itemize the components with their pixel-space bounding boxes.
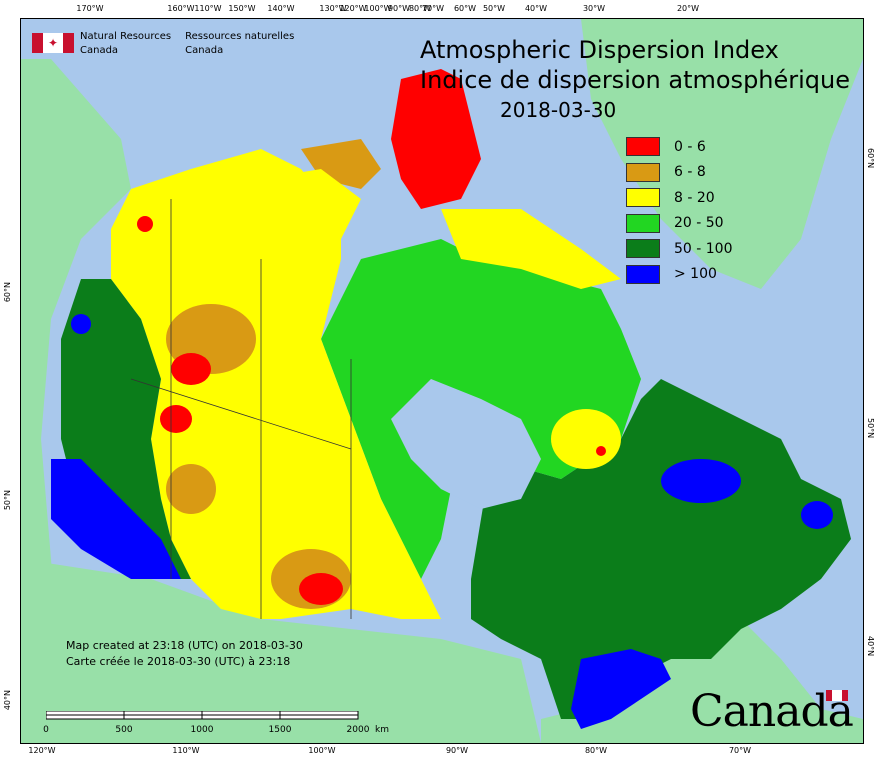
usa-land bbox=[21, 559, 541, 743]
zone-50-100-east bbox=[471, 379, 851, 719]
credit-french: Carte créée le 2018-03-30 (UTC) à 23:18 bbox=[66, 655, 291, 668]
scale-bar: 0 500 1000 1500 2000 km bbox=[43, 706, 446, 739]
scale-label: 0 bbox=[43, 725, 49, 735]
legend-label: 50 - 100 bbox=[674, 240, 733, 257]
scale-bar-labels: 0 500 1000 1500 2000 km bbox=[43, 725, 446, 739]
zone-0-6-quebec bbox=[596, 446, 606, 456]
legend-swatch bbox=[626, 162, 660, 182]
zone-8-20-quebec bbox=[551, 409, 621, 469]
zone-8-20-arctic bbox=[251, 169, 361, 239]
lon-tick: 90°W bbox=[445, 746, 469, 755]
zone-0-6-ellesmere bbox=[391, 69, 481, 209]
lon-tick: 20°W bbox=[676, 4, 700, 13]
legend-swatch bbox=[626, 137, 660, 157]
nrcan-signature: ✦ Natural Resources Canada Ressources na… bbox=[32, 30, 294, 58]
map-date: 2018-03-30 bbox=[500, 98, 617, 122]
lat-tick: 40°N bbox=[866, 636, 875, 657]
legend-label: 6 - 8 bbox=[674, 164, 706, 181]
legend-item: 50 - 100 bbox=[626, 236, 733, 262]
zone-6-8-bc bbox=[166, 464, 216, 514]
map-frame bbox=[20, 18, 864, 744]
zone-8-20-baffin bbox=[441, 209, 621, 289]
map-credits: Map created at 23:18 (UTC) on 2018-03-30… bbox=[66, 638, 303, 670]
scale-label: 2000 bbox=[346, 725, 370, 735]
lat-tick: 60°N bbox=[3, 282, 12, 303]
legend-item: > 100 bbox=[626, 262, 733, 288]
lon-tick: 120°W bbox=[339, 4, 367, 13]
agency-name-en: Natural Resources Canada bbox=[80, 31, 172, 56]
scale-label: 1500 bbox=[268, 725, 292, 735]
legend-label: 20 - 50 bbox=[674, 215, 724, 232]
lon-tick: 80°W bbox=[408, 4, 432, 13]
legend-swatch bbox=[626, 239, 660, 259]
scale-bar-graphic bbox=[45, 710, 359, 720]
lon-tick: 70°W bbox=[728, 746, 752, 755]
lat-tick: 60°N bbox=[866, 148, 875, 169]
agency-name-fr: Ressources naturelles Canada bbox=[185, 31, 295, 56]
legend-label: 0 - 6 bbox=[674, 138, 706, 155]
map-title-english: Atmospheric Dispersion Index bbox=[420, 36, 779, 64]
scale-unit: km bbox=[375, 725, 389, 735]
canada-flag-icon: ✦ bbox=[32, 33, 74, 53]
lon-tick: 120°W bbox=[28, 746, 56, 755]
zone-over-100-alaska-panhandle bbox=[71, 314, 91, 334]
legend: 0 - 6 6 - 8 8 - 20 20 - 50 50 - 100 > 10… bbox=[626, 134, 733, 287]
lon-tick: 50°W bbox=[482, 4, 506, 13]
legend-swatch bbox=[626, 188, 660, 208]
wordmark-flag-icon bbox=[826, 690, 848, 701]
lon-tick: 170°W bbox=[76, 4, 104, 13]
lon-tick: 130°W bbox=[319, 4, 347, 13]
alaska-land bbox=[21, 19, 131, 719]
lon-tick: 90°W bbox=[387, 4, 411, 13]
lat-tick: 40°N bbox=[3, 690, 12, 711]
zone-0-6-sask bbox=[299, 573, 343, 605]
lon-tick: 70°W bbox=[421, 4, 445, 13]
zone-0-6-alberta bbox=[171, 353, 211, 385]
lon-tick: 100°W bbox=[364, 4, 392, 13]
zone-over-100-labrador bbox=[661, 459, 741, 503]
zone-over-100-west bbox=[51, 459, 181, 579]
lon-tick: 100°W bbox=[308, 746, 336, 755]
province-borders bbox=[130, 199, 352, 619]
lon-tick: 40°W bbox=[524, 4, 548, 13]
legend-item: 0 - 6 bbox=[626, 134, 733, 160]
zone-0-6-yukon bbox=[137, 216, 153, 232]
lon-tick: 60°W bbox=[453, 4, 477, 13]
lat-tick: 50°N bbox=[866, 418, 875, 439]
dispersion-map bbox=[21, 19, 863, 743]
lat-tick: 50°N bbox=[3, 490, 12, 511]
lon-tick: 140°W bbox=[267, 4, 295, 13]
zone-over-100-newfoundland bbox=[801, 501, 833, 529]
lon-tick: 110°W bbox=[194, 4, 222, 13]
legend-item: 8 - 20 bbox=[626, 185, 733, 211]
legend-item: 20 - 50 bbox=[626, 211, 733, 237]
hudson-bay bbox=[391, 379, 541, 509]
zone-0-6-ab-mid bbox=[160, 405, 192, 433]
lon-tick: 160°W bbox=[167, 4, 195, 13]
legend-label: > 100 bbox=[674, 266, 717, 283]
lon-tick: 150°W bbox=[228, 4, 256, 13]
scale-label: 500 bbox=[115, 725, 133, 735]
credit-english: Map created at 23:18 (UTC) on 2018-03-30 bbox=[66, 639, 303, 652]
lon-tick: 30°W bbox=[582, 4, 606, 13]
zone-over-100-ontario bbox=[571, 649, 671, 729]
greenland-land bbox=[581, 19, 863, 289]
lon-tick: 80°W bbox=[584, 746, 608, 755]
scale-label: 1000 bbox=[190, 725, 214, 735]
legend-swatch bbox=[626, 213, 660, 233]
legend-swatch bbox=[626, 264, 660, 284]
legend-label: 8 - 20 bbox=[674, 189, 715, 206]
map-title-french: Indice de dispersion atmosphérique bbox=[420, 66, 851, 94]
legend-item: 6 - 8 bbox=[626, 160, 733, 186]
lon-tick: 110°W bbox=[172, 746, 200, 755]
